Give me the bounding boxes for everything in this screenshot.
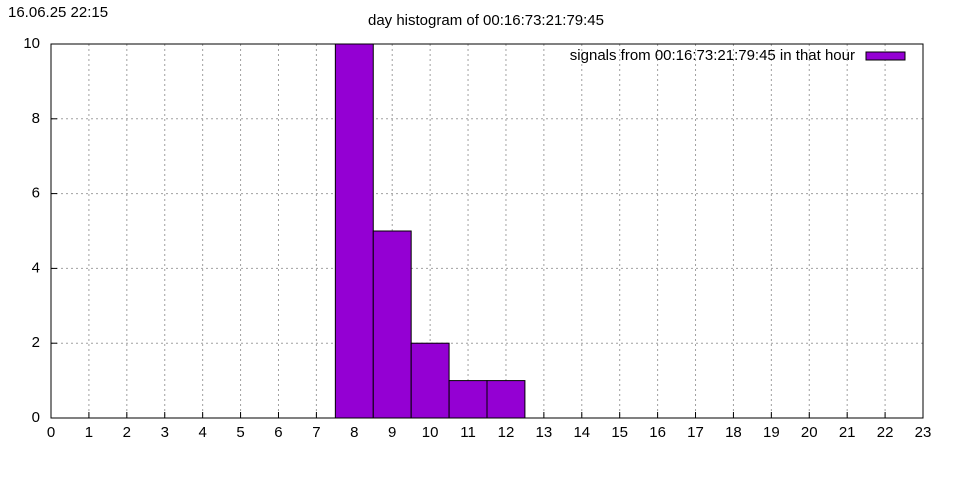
plot-frame [50, 43, 924, 419]
x-tick-label: 21 [839, 424, 856, 441]
chart-title: day histogram of 00:16:73:21:79:45 [368, 12, 604, 29]
y-tick-label: 8 [32, 110, 40, 127]
bar [448, 380, 488, 419]
x-tick-label: 5 [236, 424, 244, 441]
bar [486, 380, 526, 419]
x-tick-label: 3 [161, 424, 169, 441]
bar [372, 230, 412, 419]
x-tick-label: 15 [611, 424, 628, 441]
bar [334, 43, 374, 419]
x-tick-label: 4 [198, 424, 206, 441]
y-tick-label: 10 [23, 35, 40, 52]
y-tick-label: 4 [32, 259, 40, 276]
x-tick-label: 6 [274, 424, 282, 441]
x-tick-label: 23 [915, 424, 932, 441]
x-tick-label: 9 [388, 424, 396, 441]
x-tick-label: 18 [725, 424, 742, 441]
x-tick-label: 16 [649, 424, 666, 441]
x-tick-label: 10 [422, 424, 439, 441]
legend-label: signals from 00:16:73:21:79:45 in that h… [570, 47, 855, 64]
y-tick-label: 0 [32, 409, 40, 426]
x-tick-label: 1 [85, 424, 93, 441]
x-tick-label: 7 [312, 424, 320, 441]
x-tick-label: 13 [536, 424, 553, 441]
timestamp: 16.06.25 22:15 [8, 4, 108, 21]
legend-swatch [865, 51, 906, 61]
x-tick-label: 14 [573, 424, 590, 441]
y-tick-label: 6 [32, 185, 40, 202]
x-tick-label: 19 [763, 424, 780, 441]
x-tick-label: 22 [877, 424, 894, 441]
x-tick-label: 0 [47, 424, 55, 441]
x-tick-label: 8 [350, 424, 358, 441]
x-tick-label: 2 [123, 424, 131, 441]
y-tick-label: 2 [32, 334, 40, 351]
x-tick-label: 12 [498, 424, 515, 441]
x-tick-label: 20 [801, 424, 818, 441]
x-tick-label: 11 [460, 424, 476, 441]
x-tick-label: 17 [687, 424, 704, 441]
bar [410, 342, 450, 419]
